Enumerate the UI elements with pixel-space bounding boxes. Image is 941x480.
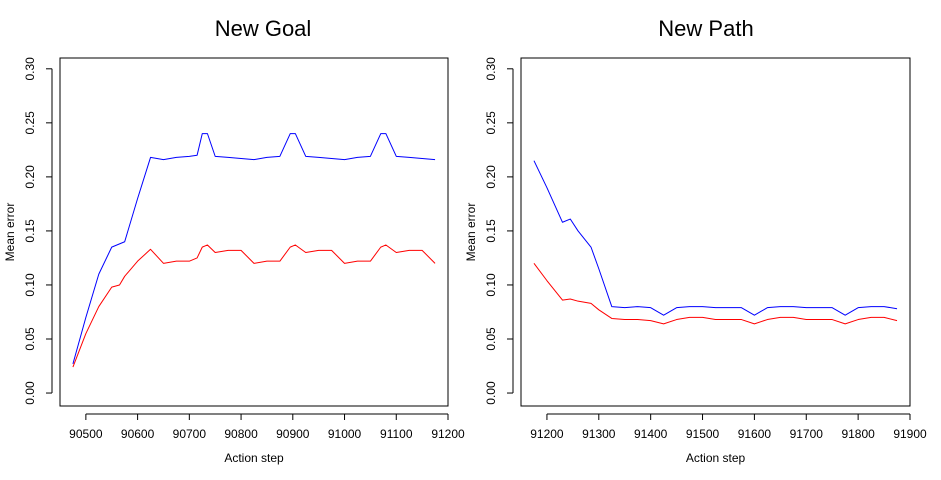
series-line-2 xyxy=(533,263,898,325)
x-tick-label: 90500 xyxy=(69,427,103,441)
y-tick-label: 0.25 xyxy=(23,111,37,135)
x-tick-label: 91400 xyxy=(634,427,668,441)
y-tick-label: 0.10 xyxy=(484,273,498,297)
x-tick-label: 91500 xyxy=(686,427,720,441)
x-tick-label: 90900 xyxy=(276,427,310,441)
x-tick-label: 91300 xyxy=(582,427,616,441)
plot-frame xyxy=(520,57,911,407)
y-tick-label: 0.20 xyxy=(484,165,498,189)
y-tick-label: 0.00 xyxy=(484,381,498,405)
x-tick-label: 90600 xyxy=(121,427,155,441)
chart-panel-2: New Path Action step Mean error 91200 91300 9… xyxy=(464,16,927,465)
y-tick-label: 0.10 xyxy=(23,273,37,297)
y-tick-label: 0.05 xyxy=(484,327,498,351)
chart-title: New Path xyxy=(658,16,753,41)
x-tick-label: 91900 xyxy=(893,427,927,441)
y-tick-label: 0.30 xyxy=(484,57,498,81)
x-tick-label: 90800 xyxy=(224,427,258,441)
x-tick-label: 91200 xyxy=(431,427,465,441)
x-tick-label: 91100 xyxy=(380,427,413,441)
plot-frame xyxy=(59,57,449,407)
chart-panel-1: New Goal Action step Mean error 90500 90600 9… xyxy=(3,16,465,465)
series-line-1 xyxy=(533,160,898,316)
y-tick-label: 0.05 xyxy=(23,327,37,351)
y-axis-label: Mean error xyxy=(3,203,17,262)
y-tick-label: 0.30 xyxy=(23,57,37,81)
x-tick-label: 91700 xyxy=(790,427,824,441)
x-tick-label: 90700 xyxy=(173,427,207,441)
series-line-1 xyxy=(72,133,436,364)
x-tick-label: 91800 xyxy=(841,427,875,441)
y-tick-label: 0.25 xyxy=(484,111,498,135)
y-tick-label: 0.00 xyxy=(23,381,37,405)
y-axis-label: Mean error xyxy=(464,203,478,262)
chart-title: New Goal xyxy=(215,16,312,41)
x-axis-label: Action step xyxy=(686,451,746,465)
x-tick-label: 91600 xyxy=(738,427,772,441)
x-tick-label: 91000 xyxy=(328,427,362,441)
x-axis-label: Action step xyxy=(224,451,284,465)
series-line-2 xyxy=(72,244,436,368)
y-tick-label: 0.15 xyxy=(23,219,37,243)
y-tick-label: 0.20 xyxy=(23,165,37,189)
y-tick-label: 0.15 xyxy=(484,219,498,243)
x-tick-label: 91200 xyxy=(530,427,564,441)
